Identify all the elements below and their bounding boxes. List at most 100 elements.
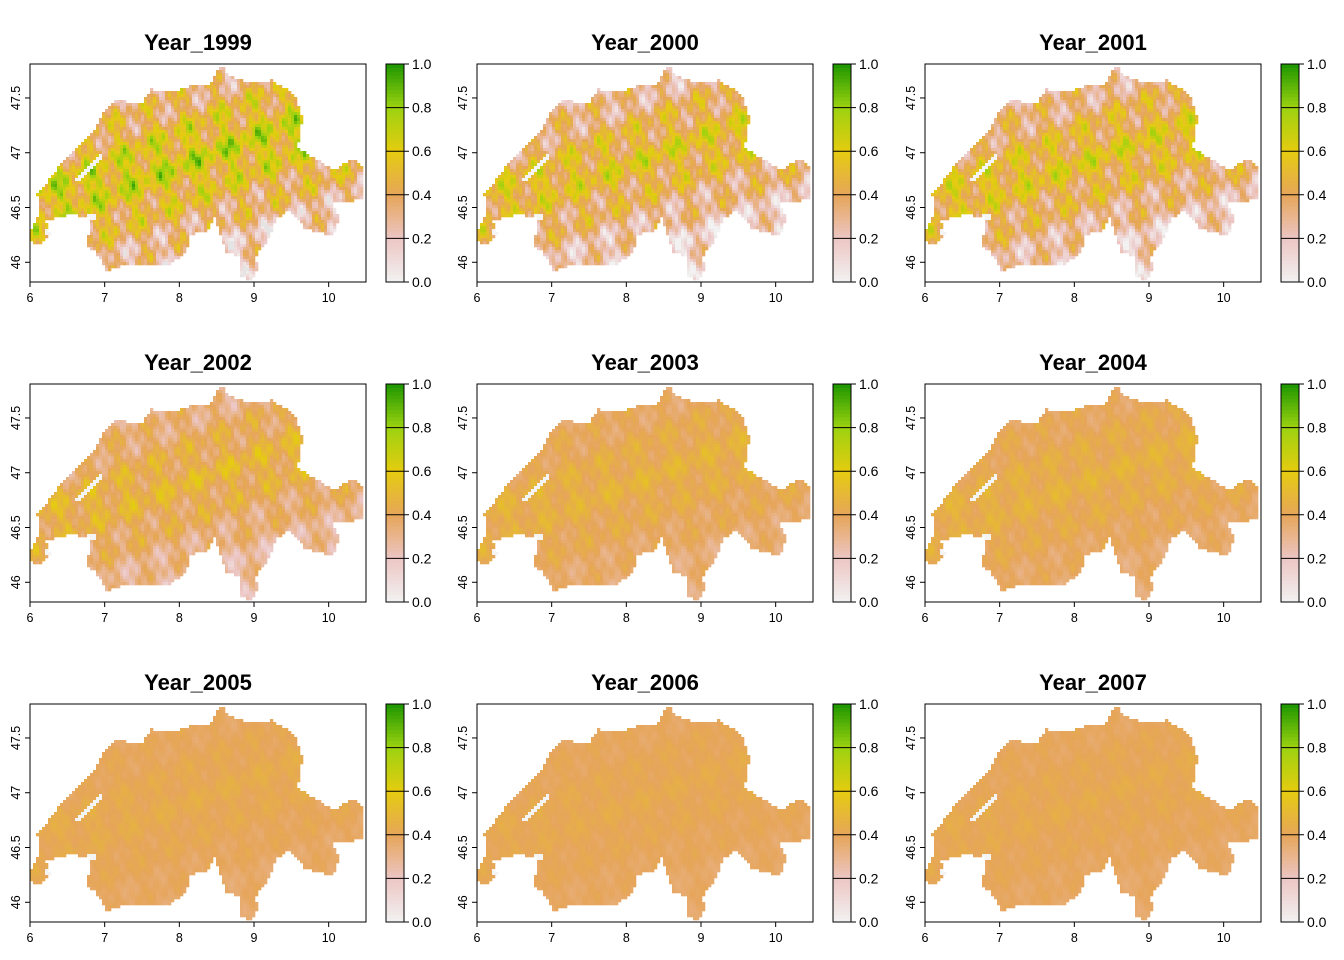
colorbar-tick-label: 0.4 <box>1307 187 1327 203</box>
colorbar-tick-label: 0.8 <box>412 420 432 436</box>
colorbar-tick-label: 1.0 <box>412 696 432 712</box>
y-tick-label: 46.5 <box>456 515 470 539</box>
y-tick-label: 46 <box>904 895 918 909</box>
colorbar-tick-label: 0.6 <box>412 143 432 159</box>
x-tick-label: 7 <box>996 611 1003 625</box>
y-tick-label: 47 <box>9 786 23 800</box>
y-tick-label: 46.5 <box>9 515 23 539</box>
colorbar-tick-label: 0.4 <box>859 187 879 203</box>
colorbar-tick-label: 0.0 <box>412 274 432 290</box>
y-tick-label: 47 <box>9 466 23 480</box>
colorbar-tick-label: 0.8 <box>1307 420 1327 436</box>
y-tick-label: 47.5 <box>904 726 918 750</box>
colorbar-tick-label: 0.4 <box>859 827 879 843</box>
y-tick-label: 46.5 <box>456 195 470 219</box>
y-tick-label: 46.5 <box>9 195 23 219</box>
colorbar-legend: 0.00.20.40.60.81.0 <box>386 56 432 290</box>
x-tick-label: 6 <box>27 291 34 305</box>
colorbar-tick-label: 0.6 <box>412 463 432 479</box>
colorbar-tick-label: 0.4 <box>1307 827 1327 843</box>
colorbar-tick-label: 0.8 <box>859 740 879 756</box>
colorbar-tick-label: 0.8 <box>412 740 432 756</box>
x-tick-label: 10 <box>769 931 783 945</box>
x-tick-label: 9 <box>251 611 258 625</box>
x-tick-label: 8 <box>176 931 183 945</box>
y-tick-label: 47.5 <box>456 406 470 430</box>
colorbar-tick-label: 0.0 <box>412 594 432 610</box>
colorbar-tick-label: 0.2 <box>859 870 879 886</box>
x-tick-label: 6 <box>474 931 481 945</box>
y-tick-label: 46 <box>9 895 23 909</box>
x-tick-label: 10 <box>322 291 336 305</box>
colorbar-legend: 0.00.20.40.60.81.0 <box>833 696 879 930</box>
x-tick-label: 10 <box>322 611 336 625</box>
y-tick-label: 46.5 <box>456 835 470 859</box>
panel-title: Year_2002 <box>144 350 252 375</box>
x-tick-label: 9 <box>698 931 705 945</box>
x-tick-label: 9 <box>251 931 258 945</box>
colorbar-tick-label: 0.0 <box>859 274 879 290</box>
y-tick-label: 46 <box>456 895 470 909</box>
x-tick-label: 8 <box>623 291 630 305</box>
x-tick-label: 8 <box>1071 291 1078 305</box>
colorbar-legend: 0.00.20.40.60.81.0 <box>833 56 879 290</box>
raster-cells <box>477 387 810 600</box>
colorbar-tick-label: 0.8 <box>859 420 879 436</box>
x-tick-label: 8 <box>1071 931 1078 945</box>
y-tick-label: 46 <box>9 255 23 269</box>
y-tick-label: 47 <box>904 146 918 160</box>
y-tick-label: 47 <box>9 146 23 160</box>
panel-title: Year_1999 <box>144 30 252 55</box>
y-tick-label: 47 <box>456 146 470 160</box>
x-tick-label: 8 <box>176 291 183 305</box>
colorbar-tick-label: 0.4 <box>412 507 432 523</box>
x-tick-label: 10 <box>1217 611 1231 625</box>
y-tick-label: 47 <box>456 466 470 480</box>
x-tick-label: 9 <box>1146 611 1153 625</box>
x-tick-label: 10 <box>1217 291 1231 305</box>
x-tick-label: 7 <box>548 611 555 625</box>
colorbar-tick-label: 0.6 <box>859 783 879 799</box>
raster-cells <box>925 387 1258 600</box>
y-tick-label: 47.5 <box>9 726 23 750</box>
y-tick-label: 46 <box>904 575 918 589</box>
colorbar-tick-label: 0.4 <box>1307 507 1327 523</box>
x-tick-label: 6 <box>27 931 34 945</box>
colorbar-legend: 0.00.20.40.60.81.0 <box>1281 56 1327 290</box>
y-tick-label: 47.5 <box>456 86 470 110</box>
y-tick-label: 47.5 <box>904 406 918 430</box>
colorbar-tick-label: 0.4 <box>412 187 432 203</box>
panel-title: Year_2003 <box>591 350 699 375</box>
colorbar-tick-label: 0.2 <box>412 230 432 246</box>
colorbar-tick-label: 0.8 <box>1307 100 1327 116</box>
x-tick-label: 10 <box>322 931 336 945</box>
x-tick-label: 8 <box>623 611 630 625</box>
colorbar-tick-label: 1.0 <box>1307 696 1327 712</box>
y-tick-label: 46 <box>456 255 470 269</box>
colorbar-tick-label: 1.0 <box>1307 376 1327 392</box>
x-tick-label: 6 <box>27 611 34 625</box>
panel-title: Year_2001 <box>1039 30 1147 55</box>
x-tick-label: 9 <box>251 291 258 305</box>
colorbar-tick-label: 0.2 <box>1307 870 1327 886</box>
x-tick-label: 6 <box>474 291 481 305</box>
colorbar-tick-label: 0.4 <box>412 827 432 843</box>
x-tick-label: 6 <box>922 291 929 305</box>
y-tick-label: 47.5 <box>9 86 23 110</box>
y-tick-label: 47 <box>456 786 470 800</box>
colorbar-tick-label: 0.6 <box>1307 143 1327 159</box>
colorbar-legend: 0.00.20.40.60.81.0 <box>1281 696 1327 930</box>
colorbar-tick-label: 0.0 <box>412 914 432 930</box>
y-tick-label: 46.5 <box>904 195 918 219</box>
panel-title: Year_2004 <box>1039 350 1147 375</box>
raster-cells <box>477 67 810 280</box>
colorbar-tick-label: 0.0 <box>1307 274 1327 290</box>
panel-title: Year_2007 <box>1039 670 1147 695</box>
